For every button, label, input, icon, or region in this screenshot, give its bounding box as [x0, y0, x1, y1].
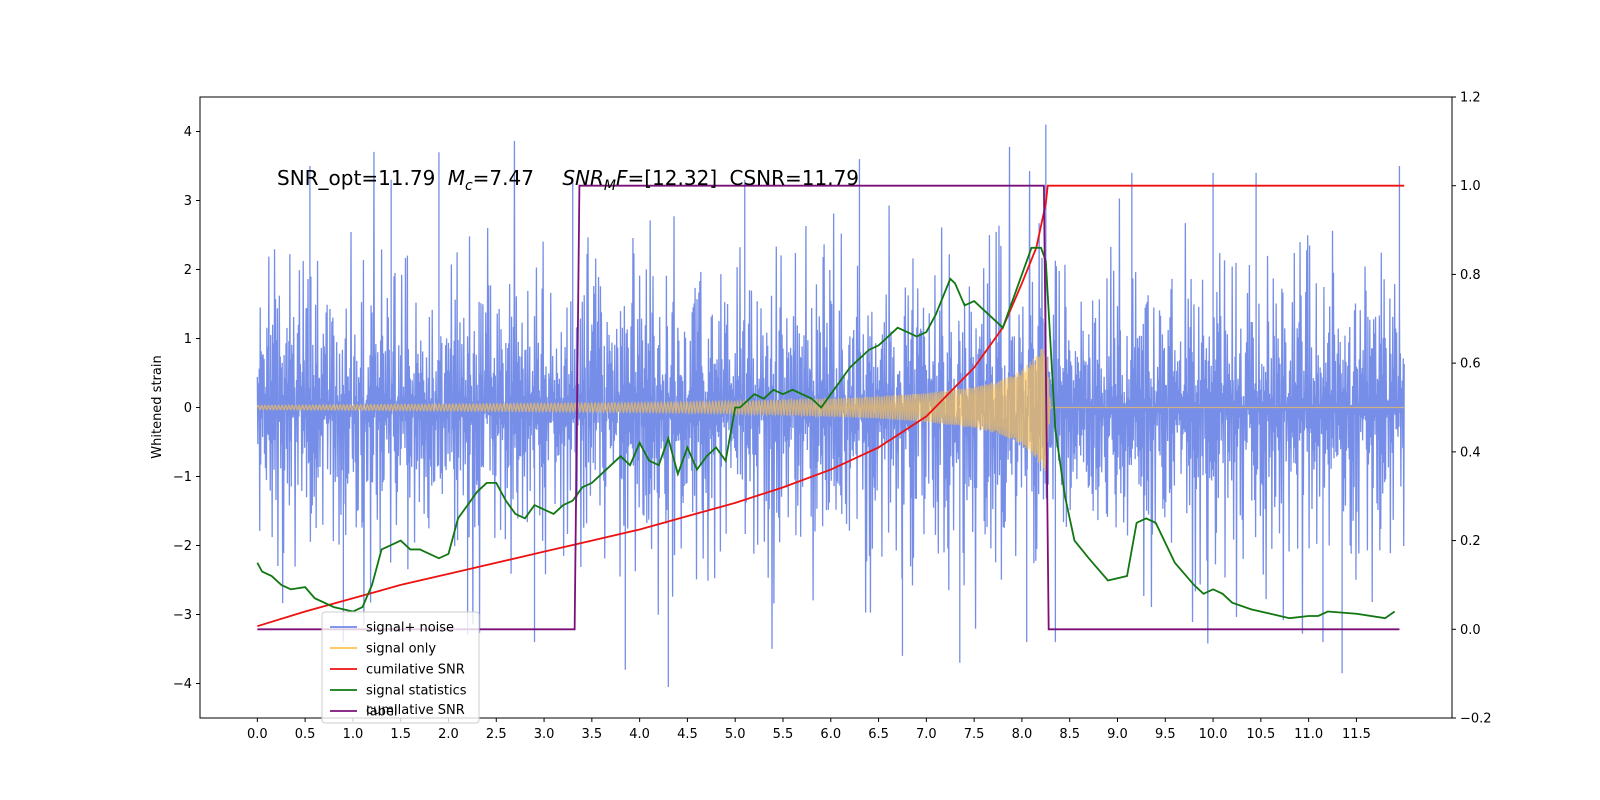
- y-tick-label-left: −4: [173, 677, 192, 692]
- x-tick-label: 9.5: [1155, 727, 1176, 742]
- y-tick-label-right: 0.6: [1460, 357, 1481, 372]
- x-tick-label: 0.0: [247, 727, 268, 742]
- annotation-snr-opt: SNR_opt=11.79: [277, 166, 435, 190]
- legend-label: signal only: [366, 642, 436, 657]
- y-axis-label-left: Whitened strain: [150, 355, 165, 458]
- x-tick-label: 8.0: [1012, 727, 1033, 742]
- legend-box: [321, 611, 480, 724]
- y-tick-label-left: 3: [184, 194, 192, 209]
- x-tick-label: 9.0: [1107, 727, 1128, 742]
- x-tick-label: 10.0: [1199, 727, 1228, 742]
- y-tick-label-right: 1.2: [1460, 91, 1481, 106]
- ticks: 0.0 0.5 1.0 1.5 2.0 2.5 3.0 3.5 4.0 4.5 5.0 5.5 6.0 6…: [173, 91, 1492, 743]
- x-tick-label: 3.0: [534, 727, 555, 742]
- x-tick-label: 11.5: [1342, 727, 1371, 742]
- annotation-snrmf-f: F: [616, 166, 628, 190]
- series-label: [257, 184, 1400, 631]
- x-tick-label: 3.5: [582, 727, 603, 742]
- x-tick-label: 4.0: [629, 727, 650, 742]
- annotation-mc-symbol: M: [448, 166, 465, 190]
- annotation-snrmf-symbol: SNR: [562, 166, 604, 190]
- y-tick-label-right: −0.2: [1460, 712, 1492, 727]
- legend-label: label: [366, 705, 397, 720]
- series-cumulative-snr: [257, 184, 1405, 628]
- annotation-snrmf-value: =[12.32]: [628, 166, 718, 190]
- y-tick-label-left: −3: [173, 608, 192, 623]
- x-tick-label: 0.5: [295, 727, 316, 742]
- y-tick-label-left: 1: [184, 332, 192, 347]
- y-tick-label-left: −2: [173, 539, 192, 554]
- y-tick-label-left: 2: [184, 263, 192, 278]
- y-tick-label-left: 4: [184, 125, 192, 140]
- legend-entries: signal+ noise signal only cumilative SNR si…: [330, 621, 467, 720]
- x-tick-label: 6.5: [868, 727, 889, 742]
- y-tick-label-left: 0: [184, 401, 192, 416]
- series-signal-only: [256, 346, 1405, 472]
- legend-label: cumilative SNR: [366, 663, 465, 678]
- x-tick-label: 5.5: [773, 727, 794, 742]
- x-tick-label: 10.5: [1246, 727, 1275, 742]
- y-tick-label-right: 1.0: [1460, 179, 1481, 194]
- annotation-text: SNR_opt=11.79 Mc=7.47 SNRMF=[12.32] CSNR…: [277, 166, 859, 194]
- series-signal-plus-noise: [256, 124, 1405, 687]
- x-tick-label: 11.0: [1294, 727, 1323, 742]
- y-tick-label-right: 0.4: [1460, 445, 1481, 460]
- x-tick-label: 1.5: [390, 727, 411, 742]
- x-tick-label: 7.5: [964, 727, 985, 742]
- y-tick-label-right: 0.0: [1460, 623, 1481, 638]
- x-tick-label: 6.0: [820, 727, 841, 742]
- x-tick-label: 2.5: [486, 727, 507, 742]
- legend-ghost-text: cumilative SNR: [366, 703, 465, 718]
- legend: cumilative SNR signal+ noise signal only c…: [321, 611, 480, 724]
- plot-area: [256, 124, 1405, 687]
- annotation-snrmf-subscript: M: [604, 178, 616, 194]
- x-tick-label: 4.5: [677, 727, 698, 742]
- y-tick-label-right: 0.2: [1460, 534, 1481, 549]
- legend-label: signal statistics: [366, 684, 467, 699]
- x-tick-label: 8.5: [1059, 727, 1080, 742]
- series-signal-statistics: [256, 246, 1396, 620]
- legend-label: signal+ noise: [366, 621, 454, 636]
- x-tick-label: 5.0: [725, 727, 746, 742]
- y-tick-label-left: −1: [173, 470, 192, 485]
- y-tick-label-right: 0.8: [1460, 268, 1481, 283]
- x-tick-label: 2.0: [438, 727, 459, 742]
- x-tick-label: 1.0: [343, 727, 364, 742]
- annotation-mc-value: =7.47: [473, 166, 534, 190]
- annotation-csnr: CSNR=11.79: [729, 166, 859, 190]
- annotation-mc-subscript: c: [465, 178, 473, 194]
- x-tick-label: 7.0: [916, 727, 937, 742]
